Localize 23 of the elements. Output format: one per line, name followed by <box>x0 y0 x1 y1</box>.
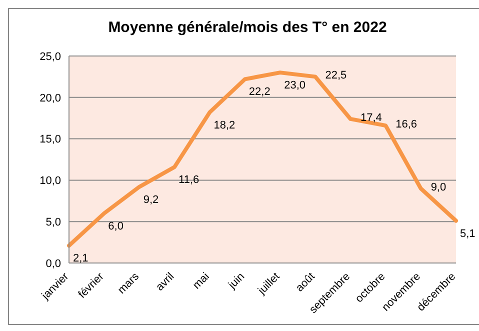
chart-title: Moyenne générale/mois des T° en 2022 <box>107 19 388 36</box>
data-label: 18,2 <box>214 119 236 132</box>
data-label: 11,6 <box>178 174 200 186</box>
line-series <box>67 70 458 248</box>
x-tick-label: juin <box>226 270 248 292</box>
data-label: 16,6 <box>396 118 418 131</box>
data-label: 22,2 <box>248 86 270 98</box>
data-label: 6,0 <box>108 220 124 232</box>
data-label: 22,5 <box>325 70 347 82</box>
data-label: 5,1 <box>460 228 476 240</box>
y-tick-label: 5,0 <box>46 216 61 229</box>
y-tick-label: 15,0 <box>40 134 61 146</box>
data-label: 9,2 <box>143 194 159 206</box>
data-label: 17,4 <box>360 112 382 124</box>
data-label: 2,1 <box>73 252 88 265</box>
data-label: 9,0 <box>430 181 446 194</box>
x-tick-label: avril <box>154 270 177 294</box>
y-tick-label: 10,0 <box>40 175 61 188</box>
y-tick-label: 20,0 <box>40 92 61 104</box>
x-tick-label: mai <box>190 270 212 292</box>
y-tick-label: 0,0 <box>46 258 61 270</box>
y-tick-label: 25,0 <box>40 50 61 63</box>
data-label: 23,0 <box>284 80 306 92</box>
